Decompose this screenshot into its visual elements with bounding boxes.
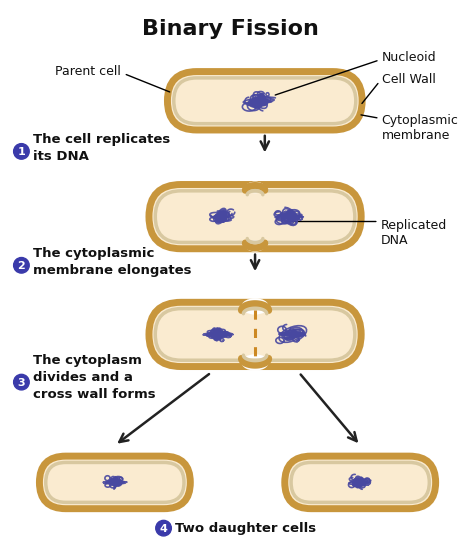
Ellipse shape	[246, 181, 265, 193]
Circle shape	[14, 144, 29, 159]
Ellipse shape	[246, 240, 265, 252]
Text: Parent cell: Parent cell	[55, 65, 121, 78]
Text: Two daughter cells: Two daughter cells	[175, 521, 316, 535]
Text: Cell Wall: Cell Wall	[382, 73, 436, 86]
Ellipse shape	[241, 298, 269, 315]
Text: The cytoplasmic
membrane elongates: The cytoplasmic membrane elongates	[33, 247, 191, 278]
Text: Binary Fission: Binary Fission	[142, 19, 319, 39]
Text: 1: 1	[18, 147, 25, 157]
Text: 3: 3	[18, 378, 25, 388]
Text: The cytoplasm
divides and a
cross wall forms: The cytoplasm divides and a cross wall f…	[33, 354, 156, 401]
Text: The cell replicates
its DNA: The cell replicates its DNA	[33, 133, 170, 164]
FancyBboxPatch shape	[167, 71, 362, 130]
FancyBboxPatch shape	[149, 185, 361, 249]
FancyBboxPatch shape	[149, 302, 361, 367]
Circle shape	[14, 374, 29, 390]
Text: 4: 4	[160, 524, 167, 534]
Text: Nucleoid: Nucleoid	[382, 51, 436, 65]
Ellipse shape	[241, 354, 269, 371]
Text: Replicated
DNA: Replicated DNA	[381, 218, 447, 247]
Circle shape	[156, 520, 171, 536]
Circle shape	[14, 258, 29, 273]
Text: Cytoplasmic
membrane: Cytoplasmic membrane	[382, 114, 458, 143]
FancyBboxPatch shape	[39, 456, 191, 509]
FancyBboxPatch shape	[285, 456, 436, 509]
Text: 2: 2	[18, 261, 25, 271]
